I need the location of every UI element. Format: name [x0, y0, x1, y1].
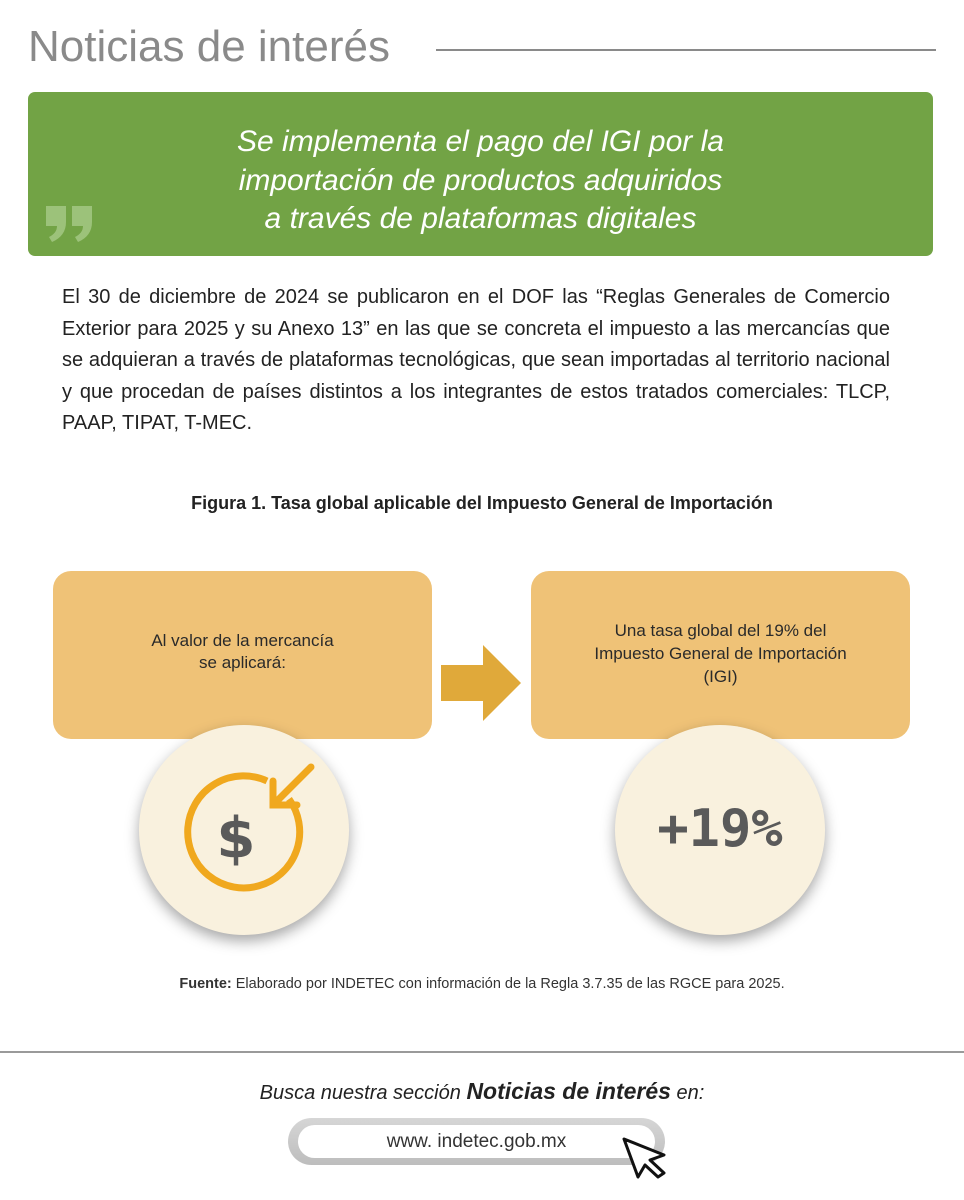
box-text: (IGI): [703, 667, 738, 686]
rate-circle: +19%: [615, 725, 825, 935]
rate-text: +19%: [657, 799, 783, 859]
left-box: Al valor de la mercancía se aplicará:: [53, 571, 432, 739]
url-bar[interactable]: www. indetec.gob.mx: [288, 1118, 665, 1165]
box-text: Al valor de la mercancía: [151, 631, 334, 650]
dollar-circle: $: [139, 725, 349, 935]
footer-section: Noticias de interés: [466, 1078, 671, 1104]
footer-suffix: en:: [676, 1082, 705, 1104]
svg-text:$: $: [217, 806, 256, 871]
source-text: Elaborado por INDETEC con información de…: [235, 976, 785, 992]
cursor-icon: [622, 1137, 666, 1179]
headline-line: importación de productos adquiridos: [238, 164, 723, 197]
divider: [0, 1051, 964, 1053]
box-text: Impuesto General de Importación: [594, 644, 847, 663]
dollar-icon: $: [184, 763, 315, 892]
headline-line: Se implementa el pago del IGI por la: [237, 125, 724, 158]
url-link[interactable]: www. indetec.gob.mx: [298, 1125, 655, 1158]
headline-line: a través de plataformas digitales: [264, 202, 697, 235]
footer-prompt: Busca nuestra sección: [259, 1082, 461, 1104]
box-text: Una tasa global del 19% del: [614, 621, 827, 640]
footer-text: Busca nuestra sección Noticias de interé…: [0, 1078, 964, 1105]
box-text: se aplicará:: [199, 653, 286, 672]
figure-source: Fuente: Elaborado por INDETEC con inform…: [0, 976, 964, 992]
source-label: Fuente:: [179, 976, 232, 992]
figure-caption: Figura 1. Tasa global aplicable del Impu…: [191, 493, 773, 513]
arrow: [441, 645, 521, 721]
page-title: Noticias de interés: [28, 22, 390, 71]
quote-icon: [46, 206, 92, 242]
right-box: Una tasa global del 19% del Impuesto Gen…: [531, 571, 910, 739]
headline-banner: Se implementa el pago del IGI por la imp…: [28, 92, 933, 256]
body-paragraph: El 30 de diciembre de 2024 se publicaron…: [62, 286, 890, 434]
title-rule: [436, 49, 936, 51]
